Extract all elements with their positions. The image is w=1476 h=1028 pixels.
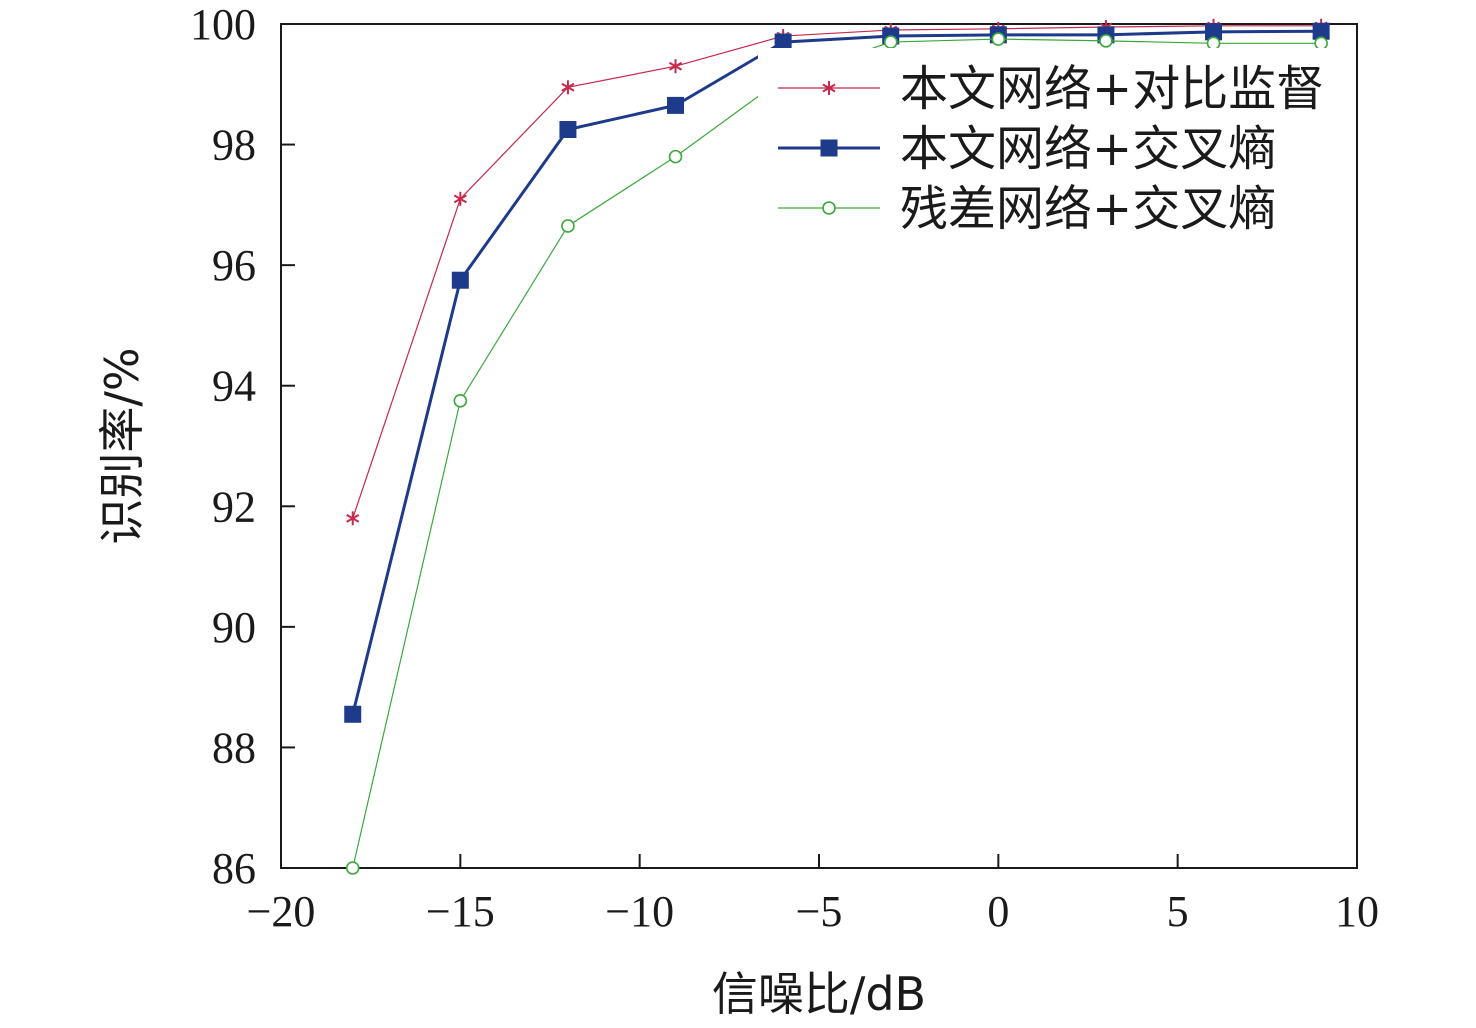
x-axis: −20 −15 −10 −5 0 5 10 — [247, 854, 1379, 936]
y-tick-label: 92 — [212, 482, 256, 531]
series-marker-circle — [991, 32, 1006, 46]
series-marker-circle — [561, 219, 575, 233]
series-marker-asterisk — [668, 59, 683, 74]
series-marker-square — [820, 139, 838, 157]
series-marker-asterisk — [346, 511, 360, 526]
series-marker-square — [774, 33, 792, 51]
series-line — [351, 29, 1322, 715]
x-tick-label: 5 — [1167, 887, 1189, 936]
y-tick-label: 88 — [212, 723, 256, 772]
series-marker-asterisk — [561, 80, 575, 95]
x-tick-label: −15 — [426, 887, 495, 936]
legend-label: 本文网络+对比监督 — [900, 61, 1324, 117]
legend-label: 残差网络+交叉熵 — [900, 181, 1276, 237]
legend-item: 本文网络+交叉熵 — [778, 121, 1276, 177]
y-tick-label: 96 — [212, 241, 256, 290]
series-marker-circle — [883, 35, 898, 49]
x-tick-label: 0 — [987, 887, 1009, 936]
series-line — [352, 25, 1322, 519]
y-axis: 86 88 90 92 94 96 98 100 — [190, 0, 295, 893]
series-2 — [344, 22, 1330, 723]
series-marker-square — [344, 705, 362, 723]
legend-item: 残差网络+交叉熵 — [778, 181, 1276, 237]
series-marker-square — [451, 271, 469, 289]
series-marker-circle — [1314, 36, 1328, 51]
y-tick-label: 98 — [212, 121, 256, 170]
series-marker-asterisk — [822, 81, 836, 95]
y-tick-label: 90 — [212, 603, 256, 652]
series-marker-circle — [1099, 34, 1113, 48]
y-tick-label: 86 — [212, 844, 256, 893]
series-marker-circle — [668, 149, 683, 164]
y-tick-label: 100 — [190, 0, 256, 49]
y-tick-label: 94 — [212, 362, 256, 411]
series-marker-square — [667, 96, 685, 114]
series-marker-circle — [822, 201, 836, 215]
x-tick-label: −20 — [247, 887, 316, 936]
series-marker-circle — [1206, 36, 1221, 51]
series-marker-circle — [453, 393, 468, 408]
series-layer — [344, 18, 1330, 875]
series-marker-asterisk — [453, 191, 467, 206]
y-axis-title: 识别率/% — [95, 347, 149, 544]
x-tick-label: 10 — [1335, 887, 1379, 936]
x-axis-title: 信噪比/dB — [712, 967, 926, 1021]
series-marker-square — [559, 121, 577, 138]
x-tick-label: −5 — [796, 887, 843, 936]
series-marker-circle — [345, 861, 360, 875]
x-tick-label: −10 — [605, 887, 674, 936]
legend-item: 本文网络+对比监督 — [778, 61, 1324, 117]
legend-label: 本文网络+交叉熵 — [900, 121, 1276, 177]
